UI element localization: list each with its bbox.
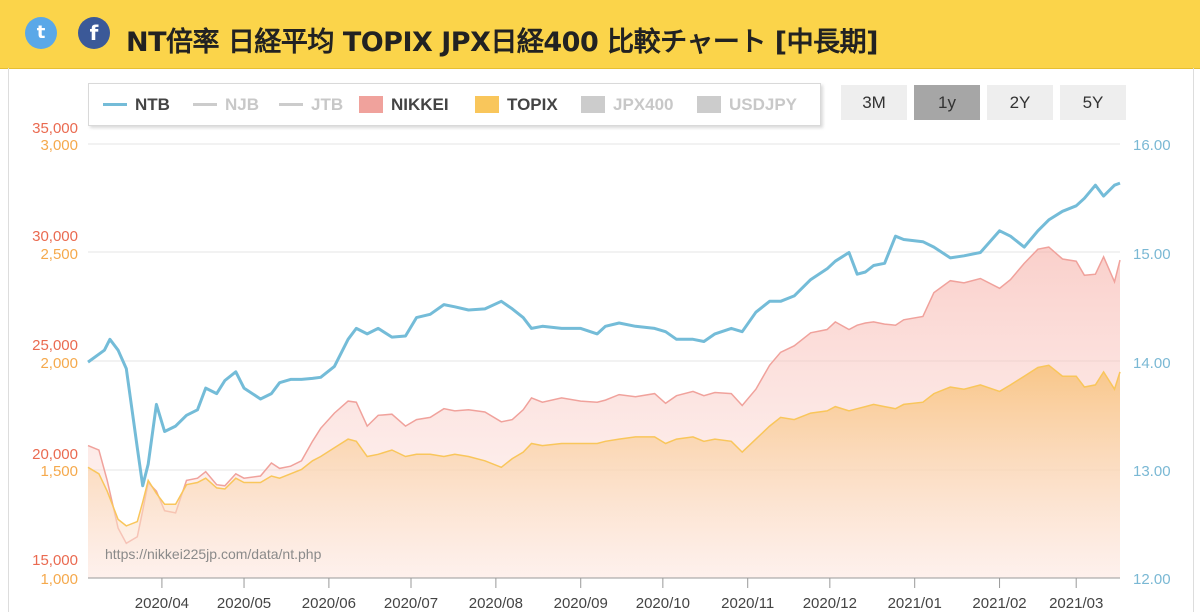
legend-item-usdjpy[interactable]: USDJPY <box>697 84 797 125</box>
ntb-line <box>87 181 1121 488</box>
x-tick-label: 2021/01 <box>888 595 942 612</box>
ntb-axis-label: 14.00 <box>1133 355 1171 372</box>
x-tick-label: 2020/09 <box>554 595 608 612</box>
ntb-axis-label: 13.00 <box>1133 463 1171 480</box>
legend-swatch <box>697 95 721 113</box>
page-title: NT倍率 日経平均 TOPIX JPX日経400 比較チャート [中長期] <box>126 27 878 58</box>
legend-item-jpx400[interactable]: JPX400 <box>581 84 674 125</box>
legend-label: USDJPY <box>729 95 798 114</box>
x-tick-label: 2020/05 <box>217 595 271 612</box>
ntb-axis-label: 12.00 <box>1133 571 1171 588</box>
topix-axis-label: 2,000 <box>40 355 78 372</box>
nikkei-axis-label: 25,000 <box>32 337 78 354</box>
x-tick-label: 2020/12 <box>803 595 857 612</box>
x-tick-label: 2021/02 <box>972 595 1026 612</box>
topix-axis-label: 1,500 <box>40 463 78 480</box>
x-tick-label: 2020/04 <box>135 595 189 612</box>
legend-label: NJB <box>225 95 260 114</box>
legend-item-topix[interactable]: TOPIX <box>475 84 558 125</box>
x-tick-label: 2020/07 <box>384 595 438 612</box>
x-tick-label: 2020/08 <box>469 595 523 612</box>
legend-label: JTB <box>311 95 344 114</box>
legend-item-njb[interactable]: NJB <box>193 84 259 125</box>
topix-axis-label: 2,500 <box>40 246 78 263</box>
legend-item-nikkei[interactable]: NIKKEI <box>359 84 449 125</box>
range-button-5y[interactable]: 5Y <box>1060 85 1126 120</box>
x-tick-label: 2021/03 <box>1049 595 1103 612</box>
x-tick-label: 2020/10 <box>636 595 690 612</box>
twitter-icon[interactable]: t <box>25 17 57 49</box>
facebook-icon[interactable]: f <box>78 17 110 49</box>
legend-item-jtb[interactable]: JTB <box>279 84 343 125</box>
chart-panel <box>8 68 1194 612</box>
range-button-2y[interactable]: 2Y <box>987 85 1053 120</box>
legend-swatch <box>193 103 217 107</box>
nikkei-axis-label: 30,000 <box>32 228 78 245</box>
legend-swatch <box>103 103 127 107</box>
legend-swatch <box>581 95 605 113</box>
legend-label: NTB <box>135 95 170 114</box>
legend-swatch <box>359 95 383 113</box>
nikkei-axis-label: 15,000 <box>32 552 78 569</box>
legend-item-ntb[interactable]: NTB <box>103 84 170 125</box>
legend-label: NIKKEI <box>391 95 449 114</box>
source-url: https://nikkei225jp.com/data/nt.php <box>105 546 322 562</box>
topix-line <box>87 364 1121 527</box>
nikkei-line <box>87 246 1121 545</box>
topix-axis-label: 1,000 <box>40 571 78 588</box>
ntb-axis-label: 15.00 <box>1133 246 1171 263</box>
nikkei-axis-label: 35,000 <box>32 120 78 137</box>
topix-axis-label: 3,000 <box>40 137 78 154</box>
x-tick-label: 2020/06 <box>302 595 356 612</box>
page-header: t f NT倍率 日経平均 TOPIX JPX日経400 比較チャート [中長期… <box>0 0 1200 69</box>
topix-area <box>88 365 1120 578</box>
legend-swatch <box>475 95 499 113</box>
legend-label: TOPIX <box>507 95 558 114</box>
x-tick-label: 2020/11 <box>721 595 774 612</box>
legend-swatch <box>279 103 303 107</box>
range-button-3m[interactable]: 3M <box>841 85 907 120</box>
chart-legend: NTB NJB JTB NIKKEI TOPIX JPX400 USDJPY <box>88 83 821 126</box>
ntb-axis-label: 16.00 <box>1133 137 1171 154</box>
nikkei-axis-label: 20,000 <box>32 446 78 463</box>
legend-label: JPX400 <box>613 95 674 114</box>
range-button-1y[interactable]: 1y <box>914 85 980 120</box>
